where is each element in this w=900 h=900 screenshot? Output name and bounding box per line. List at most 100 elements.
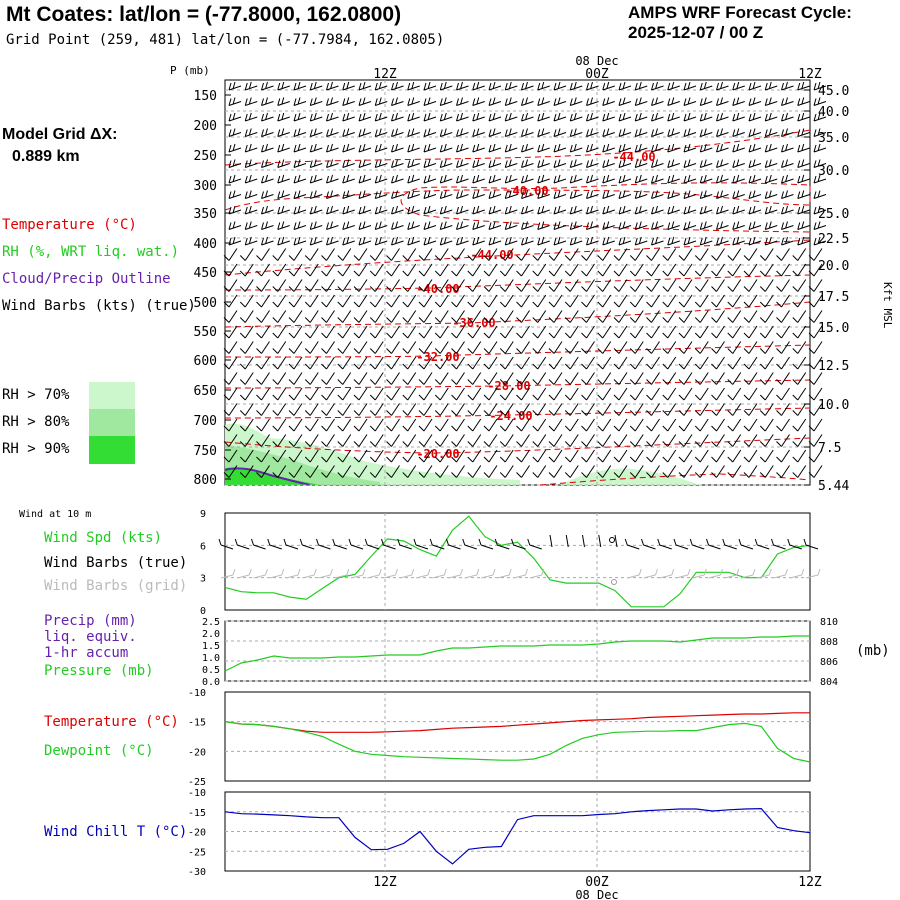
wind-barb — [581, 434, 595, 447]
wind-barb — [451, 434, 465, 447]
wind-barb — [597, 310, 612, 323]
wind-barb — [277, 205, 290, 215]
wind-barb — [792, 434, 807, 447]
wind-barb — [272, 279, 287, 292]
wind-barb — [472, 236, 485, 246]
wind-barb — [808, 449, 823, 463]
wind-barb — [743, 418, 758, 432]
wind-barb — [678, 279, 693, 292]
wind-barb — [288, 434, 303, 447]
temperature-contour — [224, 407, 811, 419]
wind-barb — [532, 310, 547, 323]
wind-barb — [727, 325, 742, 339]
wind-barb — [553, 128, 567, 137]
wind-barb-grid — [480, 568, 496, 579]
wind-barb — [353, 356, 368, 370]
wind-barb — [678, 434, 693, 447]
wind-barb — [759, 387, 774, 401]
wind-barb — [358, 112, 372, 122]
wind-barb — [418, 449, 433, 463]
wind-barb-grid — [253, 568, 268, 579]
wind-barb — [342, 221, 355, 230]
wind-barb — [342, 205, 355, 215]
wind-barb — [353, 434, 368, 447]
cloud-outline — [224, 467, 311, 486]
wind-barb — [386, 356, 400, 370]
wind-barb — [662, 434, 677, 447]
wind-barb — [353, 341, 368, 354]
forecast-cycle-label: AMPS WRF Forecast Cycle: — [628, 3, 852, 22]
height-tick: 35.0 — [818, 131, 849, 146]
wind-barb — [764, 81, 778, 91]
wind-barb — [646, 310, 660, 323]
wind-barb — [261, 236, 274, 246]
wind-barb — [792, 310, 807, 323]
wind-barb-true — [429, 538, 445, 550]
wind-barb — [483, 294, 498, 308]
wind-barb — [743, 325, 758, 339]
contour-label: -44.00 — [612, 150, 655, 164]
wind-barb — [792, 465, 807, 478]
wind-barb — [472, 128, 485, 137]
wind-barb — [228, 97, 242, 106]
wind-barb — [581, 403, 595, 416]
wind-barb — [532, 403, 547, 416]
wind-barb — [516, 372, 530, 385]
wind-barb — [488, 190, 502, 199]
wind-barb — [374, 81, 388, 91]
wind-barb — [597, 387, 612, 401]
wind-barb — [472, 97, 485, 106]
calm-marker — [609, 537, 615, 543]
wind-barb — [759, 449, 774, 463]
wind-barb — [597, 263, 612, 277]
wind-barb — [613, 418, 628, 432]
wind-barb — [256, 403, 270, 416]
wind-barb — [288, 403, 303, 416]
wind-barb — [569, 97, 583, 106]
wind-barb — [764, 128, 778, 137]
wind-barb — [797, 112, 810, 122]
wind-barb — [321, 372, 335, 385]
wind-barb — [369, 263, 384, 277]
wind-barb — [223, 310, 238, 323]
wind-barb-grid — [334, 568, 350, 579]
wind-barb — [597, 356, 612, 370]
wind-barb — [423, 81, 437, 91]
wind-barb — [456, 128, 469, 137]
wind-barb — [699, 190, 713, 199]
wind-barb — [694, 325, 709, 339]
wind-barb — [337, 279, 352, 292]
wind-barb — [727, 279, 742, 292]
wind-barb — [277, 190, 290, 199]
wind-barb — [272, 372, 287, 385]
wind-barb — [564, 387, 579, 401]
wind-barb — [569, 205, 583, 215]
wind-barb — [727, 263, 742, 277]
wind-barb — [781, 221, 794, 230]
wind-barb — [683, 205, 697, 215]
wind-barb — [407, 112, 420, 122]
wind-barb — [244, 221, 258, 230]
wind-barb — [326, 190, 339, 199]
wind-barb — [694, 372, 709, 385]
pressure-tick: 650 — [194, 384, 217, 399]
wind-barb — [553, 174, 567, 184]
wind-barb — [651, 236, 664, 246]
wind-barb-true — [283, 538, 299, 550]
wind-barb — [813, 112, 827, 122]
wind-barb — [467, 387, 482, 401]
pressure-axis-label: P (mb) — [170, 64, 210, 77]
wind-barb-grid — [220, 568, 236, 579]
wind-barb — [564, 465, 579, 478]
wind-barb — [727, 387, 742, 401]
wind-barb — [472, 190, 485, 199]
wind-barb — [548, 248, 563, 261]
wind-barb — [548, 418, 563, 432]
wind-barb — [646, 263, 660, 277]
legend-rh80: RH > 80% — [2, 414, 70, 430]
wind-barb — [613, 279, 628, 292]
wind-barb — [483, 418, 498, 432]
wind-barb — [711, 279, 725, 292]
wind-barb — [386, 465, 400, 478]
wind-barb — [618, 205, 632, 215]
